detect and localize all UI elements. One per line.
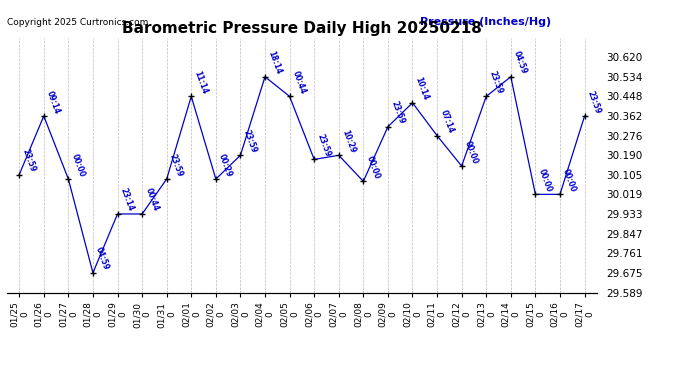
Text: 18:14: 18:14 <box>266 50 283 76</box>
Text: 23:59: 23:59 <box>21 148 37 174</box>
Text: 23:59: 23:59 <box>315 133 332 158</box>
Text: 00:00: 00:00 <box>463 139 480 165</box>
Text: 10:14: 10:14 <box>414 76 431 102</box>
Text: Copyright 2025 Curtronics.com: Copyright 2025 Curtronics.com <box>7 18 148 27</box>
Text: 23:14: 23:14 <box>119 187 135 213</box>
Title: Barometric Pressure Daily High 20250218: Barometric Pressure Daily High 20250218 <box>122 21 482 36</box>
Text: 00:00: 00:00 <box>364 154 382 180</box>
Text: 00:00: 00:00 <box>70 152 86 178</box>
Text: 09:14: 09:14 <box>45 89 61 115</box>
Text: 23:59: 23:59 <box>586 89 602 115</box>
Text: 23:59: 23:59 <box>168 152 184 178</box>
Text: 04:59: 04:59 <box>94 246 111 272</box>
Text: 23:59: 23:59 <box>241 129 258 154</box>
Text: 00:00: 00:00 <box>561 168 578 193</box>
Text: Pressure (Inches/Hg): Pressure (Inches/Hg) <box>420 17 551 27</box>
Text: 11:14: 11:14 <box>193 69 209 95</box>
Text: 23:59: 23:59 <box>389 100 406 126</box>
Text: 00:00: 00:00 <box>537 168 553 193</box>
Text: 00:44: 00:44 <box>290 69 308 95</box>
Text: 00:44: 00:44 <box>144 187 160 213</box>
Text: 10:29: 10:29 <box>340 128 357 154</box>
Text: 00:29: 00:29 <box>217 152 234 178</box>
Text: 07:14: 07:14 <box>438 109 455 135</box>
Text: 23:59: 23:59 <box>487 70 504 95</box>
Text: 04:59: 04:59 <box>512 50 529 76</box>
